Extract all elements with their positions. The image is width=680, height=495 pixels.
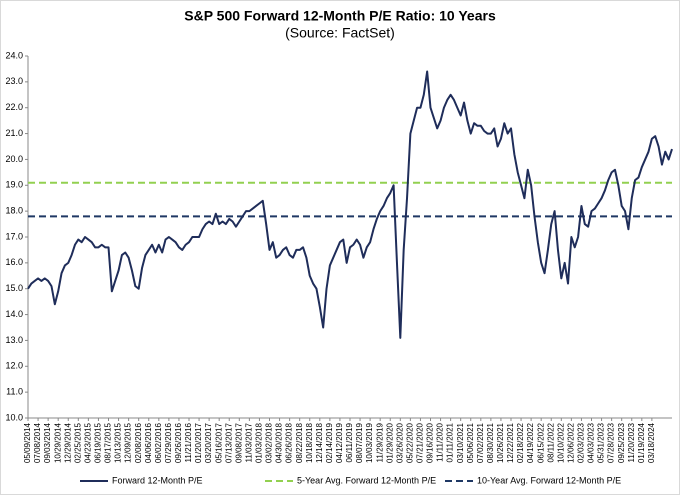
x-tick-label: 12/06/2022 [566,422,575,463]
x-tick-label: 07/08/2014 [33,422,42,463]
x-tick-label: 12/29/2014 [63,422,72,463]
x-tick-label: 03/26/2020 [395,422,404,463]
x-tick-label: 03/20/2017 [204,422,213,463]
x-tick-label: 07/21/2020 [416,422,425,463]
x-tick-label: 01/20/2017 [194,422,203,463]
x-tick-label: 05/31/2023 [597,422,606,463]
y-tick-label: 19.0 [5,180,23,190]
y-tick-label: 22.0 [5,102,23,112]
y-tick-label: 10.0 [5,412,23,422]
x-tick-label: 03/02/2018 [265,422,274,463]
x-tick-label: 07/28/2023 [607,422,616,463]
chart-title: S&P 500 Forward 12-Month P/E Ratio: 10 Y… [184,8,496,24]
y-tick-label: 18.0 [5,206,23,216]
x-tick-label: 09/03/2014 [43,422,52,463]
x-tick-label: 08/07/2019 [355,422,364,463]
x-tick-label: 08/17/2015 [104,422,113,463]
x-tick-label: 06/19/2015 [94,422,103,463]
x-tick-label: 05/16/2017 [214,422,223,463]
x-tick-label: 04/30/2018 [275,422,284,463]
x-tick-label: 06/26/2018 [285,422,294,463]
y-tick-label: 15.0 [5,283,23,293]
data-line [27,70,673,339]
x-tick-label: 09/16/2020 [426,422,435,463]
x-tick-label: 04/06/2016 [144,422,153,463]
x-tick-label: 07/13/2017 [224,422,233,463]
x-tick-label: 12/14/2018 [315,422,324,463]
x-tick-label: 08/11/2022 [546,422,555,462]
legend-label: Forward 12-Month P/E [112,475,203,485]
x-tick-label: 04/12/2019 [335,422,344,463]
x-tick-label: 01/19/2024 [637,422,646,463]
x-tick-label: 10/10/2022 [556,422,565,463]
x-tick-label: 05/09/2014 [23,422,32,463]
y-tick-label: 20.0 [5,154,23,164]
x-tick-label: 02/08/2016 [134,422,143,463]
x-tick-label: 03/18/2024 [647,422,656,463]
x-tick-label: 04/23/2015 [83,422,92,463]
legend-label: 10-Year Avg. Forward 12-Month P/E [477,475,621,485]
x-tick-label: 08/22/2018 [295,422,304,463]
y-tick-label: 16.0 [5,257,23,267]
x-tick-label: 09/26/2016 [174,422,183,463]
legend-label: 5-Year Avg. Forward 12-Month P/E [297,475,436,485]
x-tick-label: 10/03/2019 [365,422,374,463]
x-tick-label: 02/14/2019 [325,422,334,463]
x-tick-label: 02/25/2015 [73,422,82,463]
x-tick-label: 12/22/2021 [506,422,515,463]
x-tick-label: 08/30/2021 [486,422,495,463]
x-tick-label: 01/29/2020 [385,422,394,463]
x-tick-label: 11/21/2016 [184,422,193,462]
y-tick-label: 24.0 [5,50,23,60]
x-tick-label: 11/03/2017 [244,422,253,462]
y-tick-label: 14.0 [5,309,23,319]
x-tick-label: 01/03/2018 [255,422,264,463]
y-tick-label: 21.0 [5,128,23,138]
y-tick-label: 13.0 [5,335,23,345]
x-tick-label: 10/18/2018 [305,422,314,463]
y-tick-label: 11.0 [6,387,23,397]
x-tick-label: 02/03/2023 [577,422,586,463]
x-tick-label: 02/18/2022 [516,422,525,463]
x-tick-label: 06/02/2016 [154,422,163,463]
y-tick-label: 23.0 [5,76,23,86]
x-tick-label: 10/29/2014 [53,422,62,463]
x-tick-label: 04/03/2023 [587,422,596,463]
x-tick-label: 06/15/2022 [536,422,545,463]
x-tick-label: 09/08/2017 [234,422,243,463]
x-tick-label: 10/13/2015 [114,422,123,463]
x-tick-label: 07/02/2021 [476,422,485,463]
x-tick-label: 07/29/2016 [164,422,173,463]
chart-subtitle: (Source: FactSet) [285,25,395,41]
y-tick-label: 12.0 [5,361,23,371]
x-tick-label: 10/26/2021 [496,422,505,463]
x-tick-label: 03/10/2021 [456,422,465,463]
x-tick-label: 01/11/2021 [446,422,455,462]
x-tick-label: 09/25/2023 [617,422,626,463]
x-tick-label: 11/29/2019 [375,422,384,462]
y-tick-label: 17.0 [5,231,23,241]
x-tick-label: 06/11/2019 [345,422,354,462]
x-tick-label: 04/19/2022 [526,422,535,463]
x-tick-label: 11/11/2020 [436,422,445,461]
x-tick-label: 05/06/2021 [466,422,475,463]
x-tick-label: 11/20/2023 [627,422,636,462]
x-tick-label: 05/22/2020 [405,422,414,463]
x-tick-label: 12/09/2015 [124,422,133,463]
